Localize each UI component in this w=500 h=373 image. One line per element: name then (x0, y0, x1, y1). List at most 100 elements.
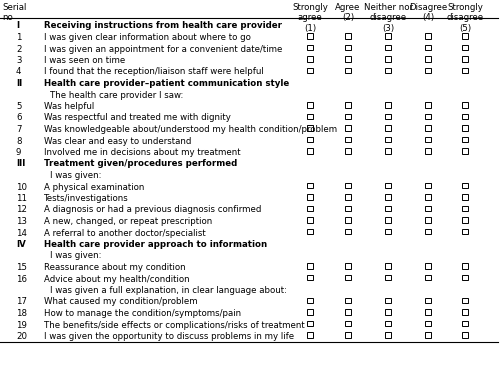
Text: How to manage the condition/symptoms/pain: How to manage the condition/symptoms/pai… (44, 309, 241, 318)
Text: Receiving instructions from health care provider: Receiving instructions from health care … (44, 22, 282, 31)
Bar (307, 229, 313, 234)
Bar (462, 206, 468, 211)
Bar (307, 125, 313, 131)
Bar (425, 263, 431, 269)
Text: Agree
(2): Agree (2) (336, 3, 360, 22)
Bar (385, 148, 391, 154)
Text: 4: 4 (16, 68, 22, 76)
Text: Was helpful: Was helpful (44, 102, 94, 111)
Text: 15: 15 (16, 263, 27, 272)
Bar (307, 148, 313, 154)
Bar (345, 56, 351, 62)
Text: I was given clear information about where to go: I was given clear information about wher… (44, 33, 251, 42)
Bar (307, 217, 313, 223)
Bar (462, 309, 468, 314)
Bar (345, 182, 351, 188)
Bar (462, 125, 468, 131)
Bar (385, 56, 391, 62)
Bar (425, 275, 431, 280)
Text: Tests/investigations: Tests/investigations (44, 194, 129, 203)
Bar (425, 229, 431, 234)
Bar (345, 194, 351, 200)
Bar (345, 33, 351, 38)
Bar (462, 44, 468, 50)
Text: II: II (16, 79, 22, 88)
Text: Serial
no: Serial no (2, 3, 26, 22)
Bar (425, 182, 431, 188)
Bar (462, 275, 468, 280)
Bar (345, 263, 351, 269)
Text: Was respectful and treated me with dignity: Was respectful and treated me with digni… (44, 113, 231, 122)
Bar (462, 56, 468, 62)
Bar (462, 332, 468, 338)
Text: 7: 7 (16, 125, 22, 134)
Bar (307, 113, 313, 119)
Text: A physical examination: A physical examination (44, 182, 144, 191)
Bar (307, 206, 313, 211)
Bar (345, 320, 351, 326)
Bar (345, 309, 351, 314)
Bar (425, 44, 431, 50)
Text: 14: 14 (16, 229, 27, 238)
Bar (385, 68, 391, 73)
Bar (385, 44, 391, 50)
Bar (385, 137, 391, 142)
Bar (385, 182, 391, 188)
Bar (385, 102, 391, 107)
Bar (425, 148, 431, 154)
Text: 19: 19 (16, 320, 27, 329)
Text: A diagnosis or had a previous diagnosis confirmed: A diagnosis or had a previous diagnosis … (44, 206, 262, 214)
Text: 2: 2 (16, 44, 22, 53)
Bar (307, 137, 313, 142)
Bar (307, 309, 313, 314)
Text: 18: 18 (16, 309, 27, 318)
Text: 12: 12 (16, 206, 27, 214)
Text: 11: 11 (16, 194, 27, 203)
Bar (462, 113, 468, 119)
Text: 13: 13 (16, 217, 27, 226)
Text: III: III (16, 160, 26, 169)
Bar (425, 298, 431, 303)
Bar (425, 113, 431, 119)
Text: The benefits/side effects or complications/risks of treatment: The benefits/side effects or complicatio… (44, 320, 305, 329)
Bar (307, 263, 313, 269)
Text: Neither nor
disagree
(3): Neither nor disagree (3) (364, 3, 412, 33)
Text: Health care provider–patient communication style: Health care provider–patient communicati… (44, 79, 289, 88)
Bar (345, 148, 351, 154)
Bar (425, 194, 431, 200)
Bar (307, 182, 313, 188)
Bar (345, 44, 351, 50)
Text: Was knowledgeable about/understood my health condition/problem: Was knowledgeable about/understood my he… (44, 125, 337, 134)
Text: A referral to another doctor/specialist: A referral to another doctor/specialist (44, 229, 206, 238)
Bar (345, 68, 351, 73)
Bar (385, 309, 391, 314)
Bar (345, 137, 351, 142)
Bar (385, 298, 391, 303)
Text: 5: 5 (16, 102, 22, 111)
Bar (462, 217, 468, 223)
Text: The health care provider I saw:: The health care provider I saw: (50, 91, 184, 100)
Bar (425, 102, 431, 107)
Text: I found that the reception/liaison staff were helpful: I found that the reception/liaison staff… (44, 68, 264, 76)
Bar (345, 298, 351, 303)
Text: Advice about my health/condition: Advice about my health/condition (44, 275, 190, 283)
Bar (462, 263, 468, 269)
Text: Was clear and easy to understand: Was clear and easy to understand (44, 137, 192, 145)
Bar (345, 102, 351, 107)
Bar (425, 68, 431, 73)
Text: I: I (16, 22, 19, 31)
Bar (345, 332, 351, 338)
Bar (425, 332, 431, 338)
Bar (385, 33, 391, 38)
Text: 6: 6 (16, 113, 22, 122)
Bar (307, 194, 313, 200)
Bar (425, 137, 431, 142)
Bar (462, 320, 468, 326)
Bar (425, 217, 431, 223)
Text: 16: 16 (16, 275, 27, 283)
Text: I was seen on time: I was seen on time (44, 56, 125, 65)
Bar (385, 320, 391, 326)
Bar (462, 298, 468, 303)
Bar (462, 33, 468, 38)
Text: What caused my condition/problem: What caused my condition/problem (44, 298, 198, 307)
